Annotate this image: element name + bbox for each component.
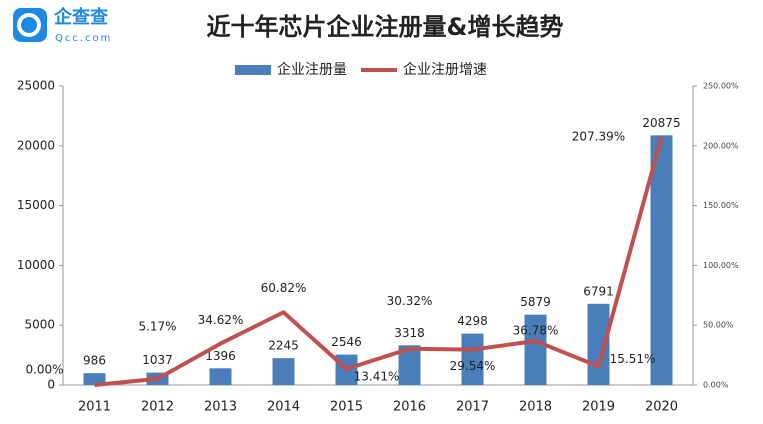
x-tick-label: 2012 bbox=[141, 400, 174, 415]
y-tick-label: 20000 bbox=[17, 138, 55, 152]
bar-value-label: 1396 bbox=[205, 349, 236, 363]
logo-subtext: Qcc.com bbox=[55, 33, 112, 44]
growth-value-label: 36.78% bbox=[513, 324, 559, 338]
growth-value-label: 30.32% bbox=[387, 294, 433, 308]
growth-value-label: 5.17% bbox=[138, 319, 176, 333]
y2-tick-label: 250.00% bbox=[703, 82, 739, 91]
growth-value-label: 29.54% bbox=[450, 359, 496, 373]
bar-value-label: 3318 bbox=[394, 326, 425, 340]
bar bbox=[272, 358, 295, 385]
x-tick-label: 2015 bbox=[330, 400, 363, 415]
bar-value-label: 20875 bbox=[642, 116, 680, 130]
bar-value-label: 5879 bbox=[520, 295, 551, 309]
x-tick-label: 2016 bbox=[393, 400, 426, 415]
bar-value-label: 6791 bbox=[583, 284, 614, 298]
y-tick-label: 15000 bbox=[17, 198, 55, 212]
y-tick-label: 10000 bbox=[17, 258, 55, 272]
x-tick-label: 2013 bbox=[204, 400, 237, 415]
bar-value-label: 2245 bbox=[268, 339, 299, 353]
growth-value-label: 60.82% bbox=[261, 281, 307, 295]
chart-title: 近十年芯片企业注册量&增长趋势 bbox=[207, 13, 564, 41]
y2-tick-label: 0.00% bbox=[703, 381, 729, 390]
x-tick-label: 2019 bbox=[582, 400, 615, 415]
bar bbox=[209, 368, 232, 385]
growth-value-label: 13.41% bbox=[354, 369, 400, 383]
y2-tick-label: 50.00% bbox=[703, 321, 734, 330]
x-tick-label: 2011 bbox=[78, 400, 111, 415]
logo-text: 企查查 bbox=[53, 6, 108, 28]
legend-swatch bbox=[235, 65, 271, 75]
growth-line bbox=[94, 136, 664, 387]
y-tick-label: 5000 bbox=[24, 318, 55, 332]
bar bbox=[461, 333, 484, 385]
growth-value-label: 15.51% bbox=[610, 352, 656, 366]
y-tick-label: 25000 bbox=[17, 79, 55, 93]
x-tick-label: 2018 bbox=[519, 400, 552, 415]
y2-tick-label: 100.00% bbox=[703, 261, 739, 270]
growth-value-label: 34.62% bbox=[198, 313, 244, 327]
bar bbox=[398, 345, 421, 385]
y-tick-label: 0 bbox=[47, 378, 55, 392]
growth-value-label: 207.39% bbox=[572, 129, 625, 143]
bar-value-label: 4298 bbox=[457, 314, 488, 328]
logo-glyph bbox=[17, 13, 41, 37]
bar bbox=[83, 373, 106, 385]
x-tick-label: 2014 bbox=[267, 400, 300, 415]
legend-label: 企业注册增速 bbox=[403, 61, 487, 78]
bar bbox=[650, 135, 673, 385]
bar bbox=[524, 314, 547, 385]
legend-label: 企业注册量 bbox=[277, 61, 347, 78]
y2-tick-label: 150.00% bbox=[703, 201, 739, 210]
bar-value-label: 2546 bbox=[331, 335, 362, 349]
bar-value-label: 986 bbox=[83, 354, 106, 368]
x-tick-label: 2017 bbox=[456, 400, 489, 415]
x-tick-label: 2020 bbox=[645, 400, 678, 415]
bar-value-label: 1037 bbox=[142, 353, 173, 367]
y2-tick-label: 200.00% bbox=[703, 141, 739, 150]
growth-value-label: 0.00% bbox=[25, 363, 63, 377]
